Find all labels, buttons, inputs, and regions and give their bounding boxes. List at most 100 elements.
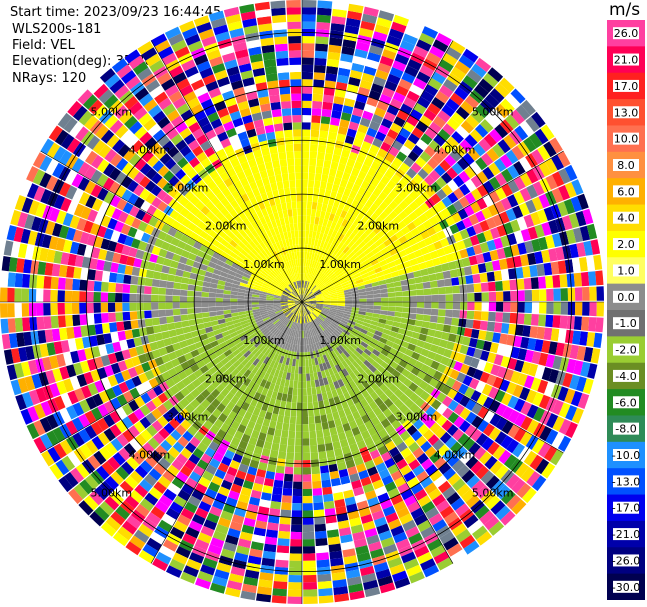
range-gate	[321, 322, 328, 329]
range-gate	[306, 291, 313, 297]
range-gate	[99, 68, 116, 83]
range-gate	[197, 570, 214, 583]
range-gate	[302, 299, 309, 302]
range-gate	[315, 326, 320, 334]
range-gate	[411, 264, 420, 272]
range-gate	[422, 253, 432, 262]
range-gate	[39, 433, 53, 450]
range-gate	[273, 123, 284, 132]
range-gate	[452, 175, 465, 188]
range-gate	[152, 208, 163, 220]
range-gate	[412, 447, 425, 459]
range-gate	[346, 158, 356, 168]
range-gate	[240, 11, 256, 21]
range-gate	[137, 240, 148, 251]
range-gate	[167, 244, 177, 253]
range-gate	[318, 588, 333, 597]
range-gate	[534, 339, 544, 352]
range-gate	[309, 283, 314, 290]
range-gate	[517, 373, 528, 387]
range-gate	[548, 341, 558, 355]
range-gate	[302, 129, 311, 137]
range-gate	[213, 418, 224, 429]
range-gate	[345, 299, 353, 302]
range-gate	[279, 232, 285, 241]
range-gate	[418, 213, 429, 224]
range-gate	[444, 278, 453, 287]
range-gate	[275, 310, 283, 316]
range-gate	[292, 314, 297, 322]
range-gate	[312, 277, 318, 284]
range-gate	[296, 402, 302, 410]
range-gate	[371, 114, 384, 125]
range-gate	[411, 351, 421, 361]
range-gate	[488, 427, 501, 441]
range-gate	[282, 270, 288, 278]
range-gate	[248, 363, 256, 372]
range-gate	[243, 208, 252, 218]
range-gate	[503, 302, 511, 312]
range-gate	[322, 167, 330, 176]
range-gate	[214, 569, 230, 580]
range-gate	[251, 296, 260, 300]
range-gate	[93, 212, 105, 225]
range-gate	[172, 289, 181, 296]
range-gate	[211, 398, 221, 409]
range-gate	[421, 501, 436, 514]
range-gate	[455, 106, 470, 120]
range-gate	[426, 367, 437, 377]
range-gate	[203, 276, 212, 283]
range-gate	[274, 307, 282, 311]
range-gate	[330, 477, 341, 487]
range-gate	[398, 383, 409, 393]
range-gate	[263, 318, 271, 324]
range-gate	[326, 284, 334, 289]
range-gate	[261, 402, 269, 412]
range-gate	[349, 223, 357, 232]
range-gate	[269, 313, 277, 319]
range-gate	[115, 407, 128, 420]
range-gate	[238, 285, 247, 290]
range-gate	[134, 465, 148, 479]
range-gate	[406, 564, 422, 577]
range-gate	[127, 167, 140, 180]
range-gate	[315, 43, 328, 52]
range-gate	[474, 302, 482, 311]
range-gate	[321, 203, 328, 212]
range-gate	[414, 320, 423, 327]
range-gate	[381, 297, 389, 302]
range-gate	[408, 382, 419, 392]
range-gate	[342, 340, 351, 348]
range-gate	[288, 296, 296, 300]
range-gate	[503, 345, 513, 357]
range-gate	[374, 387, 384, 397]
range-gate	[207, 111, 220, 123]
range-gate	[129, 470, 144, 484]
range-gate	[302, 330, 304, 338]
range-gate	[408, 190, 420, 201]
range-gate	[154, 238, 164, 248]
range-gate	[359, 295, 367, 299]
range-gate	[152, 557, 169, 572]
range-gate	[505, 93, 521, 109]
range-gate	[406, 90, 420, 103]
range-gate	[197, 532, 212, 544]
range-gate	[352, 531, 366, 541]
range-gate	[285, 401, 292, 410]
range-gate	[393, 14, 409, 27]
range-gate	[274, 258, 281, 266]
range-gate	[510, 346, 520, 359]
range-gate	[337, 299, 346, 302]
range-gate	[389, 234, 399, 243]
range-gate	[429, 169, 441, 182]
range-gate	[284, 254, 289, 262]
range-gate	[284, 261, 289, 270]
range-gate	[133, 258, 143, 268]
range-gate	[171, 374, 182, 385]
range-gate	[107, 374, 119, 387]
range-gate	[307, 322, 311, 330]
range-gate	[179, 397, 190, 408]
range-gate	[328, 244, 335, 253]
range-gate	[404, 398, 415, 409]
range-gate	[188, 520, 203, 532]
